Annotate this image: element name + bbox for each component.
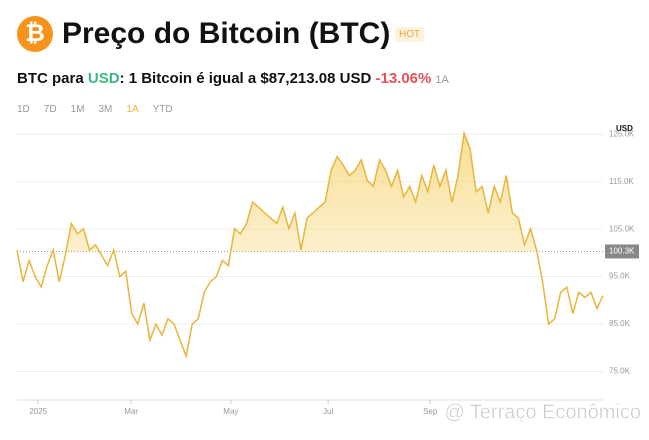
x-tick-label: Jul	[323, 407, 333, 416]
range-tab[interactable]: 1M	[70, 104, 85, 115]
range-tab[interactable]: 3M	[98, 104, 113, 115]
watermark: @ Terraço Econômico	[444, 401, 641, 423]
subtitle-prefix: BTC para	[17, 70, 84, 87]
currency[interactable]: USD	[87, 70, 120, 87]
page-title: Preço do Bitcoin (BTC)	[62, 17, 391, 50]
reference-label: 100.3K	[609, 247, 635, 256]
range-tab[interactable]: 1A	[126, 104, 139, 115]
price-line	[16, 130, 604, 360]
x-tick-label: Mar	[124, 407, 138, 416]
x-tick-label: 2025	[29, 407, 47, 416]
subtitle-text: : 1 Bitcoin é igual a $87,213.08 USD	[119, 70, 372, 87]
y-tick-label: 105.0K	[609, 224, 635, 233]
subtitle: BTC para USD: 1 Bitcoin é igual a $87,21…	[17, 70, 449, 87]
range-tab[interactable]: 7D	[43, 104, 57, 115]
reference-label-box	[605, 244, 639, 259]
x-tick-label: May	[223, 407, 238, 416]
range-tabs: 1D 7D 1M 3M 1A YTD	[17, 104, 187, 115]
range-tab[interactable]: YTD	[152, 104, 173, 115]
y-tick-label: 75.0K	[609, 367, 631, 376]
y-tick-label: 125.0K	[609, 129, 635, 138]
range-tab[interactable]: 1D	[17, 104, 30, 115]
hot-badge: HOT	[395, 27, 425, 42]
price-change: -13.06%	[375, 70, 432, 87]
y-tick-label: 85.0K	[609, 319, 631, 328]
change-period: 1A	[435, 74, 449, 86]
y-tick-label: 95.0K	[609, 272, 631, 281]
area-fill	[17, 133, 537, 252]
bitcoin-icon: ₿	[17, 16, 53, 52]
x-tick-label: Sep	[423, 407, 438, 416]
y-axis-label: USD	[616, 124, 633, 133]
y-tick-label: 115.0K	[609, 177, 634, 186]
